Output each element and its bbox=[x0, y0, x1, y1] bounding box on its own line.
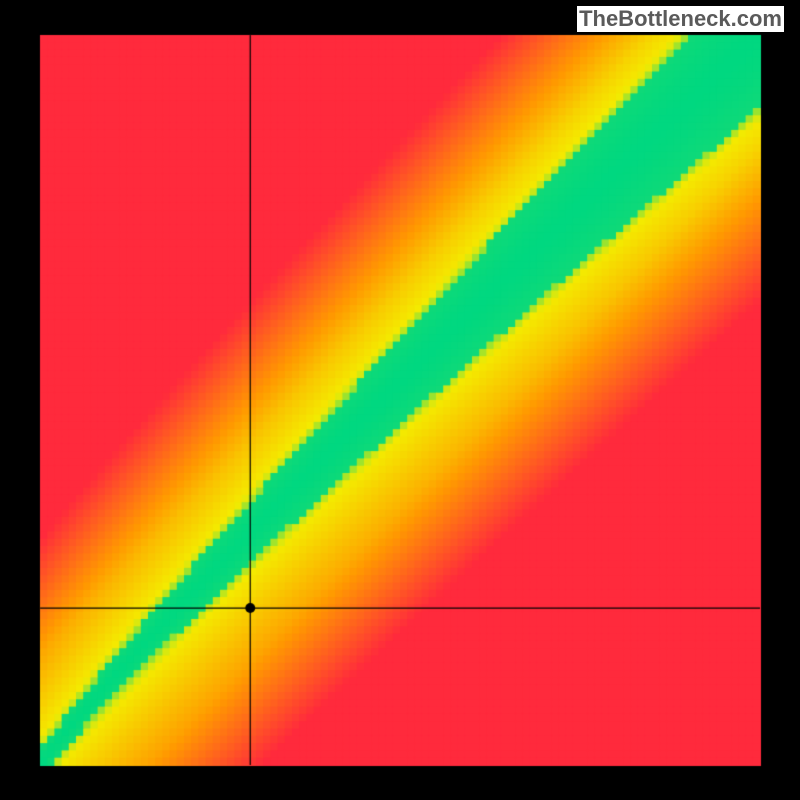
chart-stage: TheBottleneck.com bbox=[0, 0, 800, 800]
watermark-label: TheBottleneck.com bbox=[577, 6, 784, 32]
crosshair-overlay bbox=[0, 0, 800, 800]
